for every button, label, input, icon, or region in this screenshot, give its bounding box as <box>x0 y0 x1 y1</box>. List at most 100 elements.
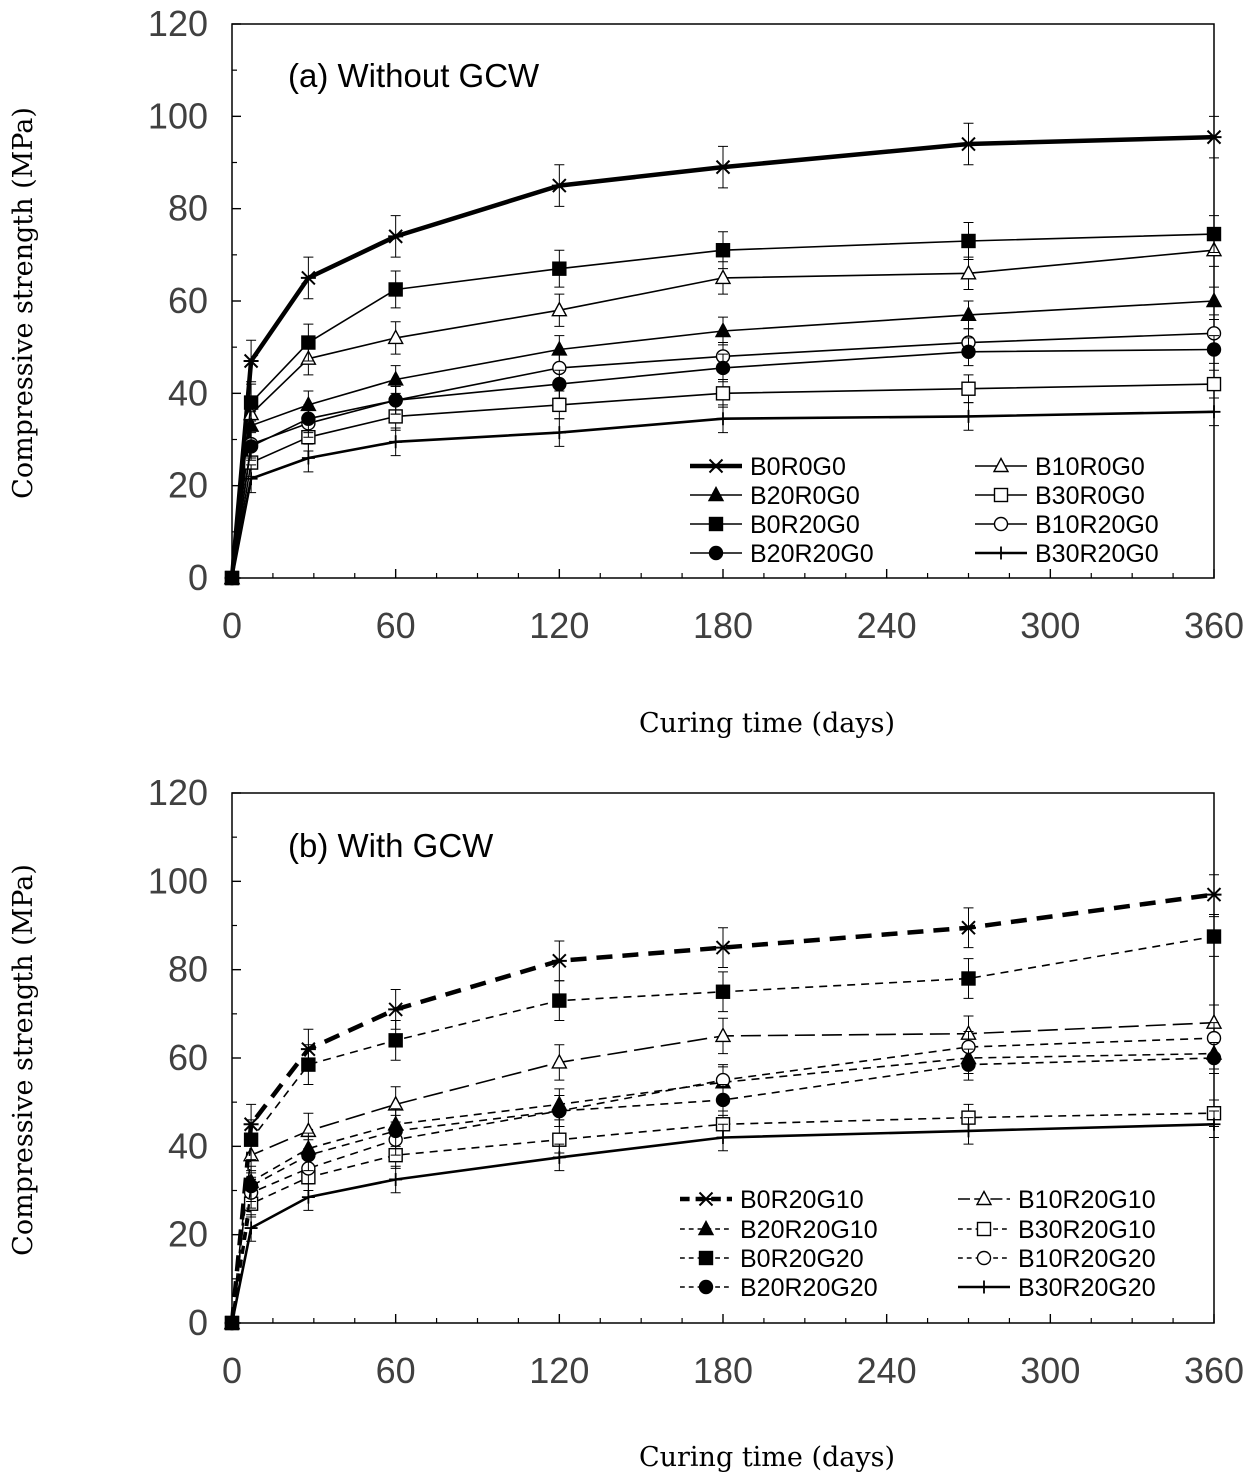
data-point <box>961 381 976 396</box>
data-point <box>715 360 731 376</box>
y-tick-label: 80 <box>168 949 208 990</box>
data-point <box>552 1150 566 1164</box>
data-point <box>961 344 976 359</box>
legend-marker <box>708 458 724 474</box>
data-point <box>714 268 732 285</box>
data-point <box>244 472 258 486</box>
data-point <box>301 335 316 350</box>
data-point <box>551 301 568 317</box>
series-B20R20G20 <box>224 1042 1222 1331</box>
data-point <box>388 1123 403 1139</box>
legend-label: B30R20G0 <box>1035 540 1159 568</box>
legend-label: B10R20G20 <box>1018 1245 1156 1273</box>
y-axis-title: Compressive strength (MPa) <box>8 864 39 1256</box>
series-line <box>231 249 1215 579</box>
data-point <box>389 1172 403 1186</box>
data-point <box>1207 1117 1221 1131</box>
data-point <box>715 243 731 258</box>
x-tick-label: 360 <box>1184 1350 1244 1391</box>
data-point <box>301 1190 315 1204</box>
data-point <box>715 386 731 401</box>
series-line <box>231 233 1215 579</box>
data-point <box>1206 226 1222 242</box>
data-point <box>551 953 567 969</box>
y-tick-label: 100 <box>148 860 208 901</box>
series-line <box>231 383 1215 579</box>
data-point <box>388 282 403 297</box>
data-point <box>243 395 259 410</box>
data-point <box>225 571 239 585</box>
y-tick-label: 100 <box>148 95 208 136</box>
data-point <box>1206 929 1222 944</box>
series-line <box>231 1112 1215 1324</box>
series-line <box>231 300 1215 579</box>
x-tick-label: 60 <box>376 1350 416 1391</box>
data-point <box>552 397 567 413</box>
legend-label: B0R20G20 <box>740 1245 864 1273</box>
series-line <box>229 134 1215 579</box>
x-axis-title: Curing time (days) <box>639 708 895 739</box>
data-point <box>1205 292 1223 308</box>
data-point <box>962 1124 975 1138</box>
series-line <box>230 1123 1215 1324</box>
data-point <box>387 328 404 345</box>
series-B0R20G0 <box>224 215 1222 586</box>
legend: B0R20G10 B10R20G10 B20R20G10 B30R20G10 B0R20… <box>680 1186 1156 1302</box>
data-point <box>715 984 731 999</box>
y-axis-title: Compressive strength (MPa) <box>8 107 39 499</box>
legend-label: B30R20G20 <box>1018 1274 1156 1302</box>
panel-title: (a) Without GCW <box>288 57 540 94</box>
data-point <box>961 920 976 935</box>
data-point <box>552 261 567 276</box>
x-tick-label: 0 <box>222 1350 242 1391</box>
series-B30R20G20 <box>225 1110 1221 1330</box>
y-tick-label: 0 <box>188 1302 208 1343</box>
panel-b: 0 20 40 60 80 100 120 0 60 120 180 240 300 360 Curing … <box>8 772 1244 1473</box>
legend-marker <box>708 516 724 532</box>
y-tick-label: 80 <box>168 188 208 229</box>
x-tick-label: 60 <box>376 605 416 646</box>
data-point <box>243 439 259 454</box>
series-B30R20G0 <box>225 397 1221 585</box>
legend-marker <box>975 1190 993 1206</box>
legend-marker <box>994 546 1008 560</box>
data-point <box>961 1057 976 1072</box>
x-tick-label: 300 <box>1020 1350 1080 1391</box>
series-B0R20G20 <box>224 916 1222 1331</box>
series-B0R0G0 <box>224 115 1222 586</box>
x-tick-label: 120 <box>529 605 589 646</box>
data-point <box>961 233 976 249</box>
data-point <box>243 1132 259 1147</box>
series-line <box>231 1057 1215 1324</box>
x-tick-label: 360 <box>1184 605 1244 646</box>
x-tick-label: 120 <box>529 1350 589 1391</box>
legend-label: B30R20G10 <box>1018 1216 1156 1244</box>
data-point <box>551 178 567 193</box>
series-line <box>229 892 1215 1324</box>
legend-label: B0R20G0 <box>750 511 860 539</box>
data-point <box>244 1221 258 1235</box>
data-point <box>715 1092 731 1108</box>
series-line <box>231 1021 1215 1324</box>
data-point <box>1206 376 1222 392</box>
data-point <box>1206 887 1222 902</box>
series-line <box>231 1037 1215 1324</box>
legend-marker <box>977 1280 991 1294</box>
data-point <box>716 1131 730 1144</box>
legend-label: B20R20G20 <box>740 1274 878 1302</box>
legend-marker <box>976 1221 992 1237</box>
legend-label: B10R0G0 <box>1035 453 1145 481</box>
data-point <box>551 1053 568 1069</box>
data-point <box>960 264 977 280</box>
legend-marker <box>976 1250 992 1266</box>
legend-label: B10R20G10 <box>1018 1186 1156 1214</box>
panel-a: 0 20 40 60 80 100 120 0 60 120 180 240 300 360 Curing … <box>8 3 1244 739</box>
y-tick-label: 20 <box>168 1214 208 1255</box>
data-point <box>962 409 975 423</box>
x-tick-label: 300 <box>1020 605 1080 646</box>
legend-label: B0R0G0 <box>750 453 846 481</box>
data-point <box>243 353 259 369</box>
data-point <box>1206 342 1222 357</box>
data-point <box>388 393 403 408</box>
data-point <box>301 451 315 465</box>
